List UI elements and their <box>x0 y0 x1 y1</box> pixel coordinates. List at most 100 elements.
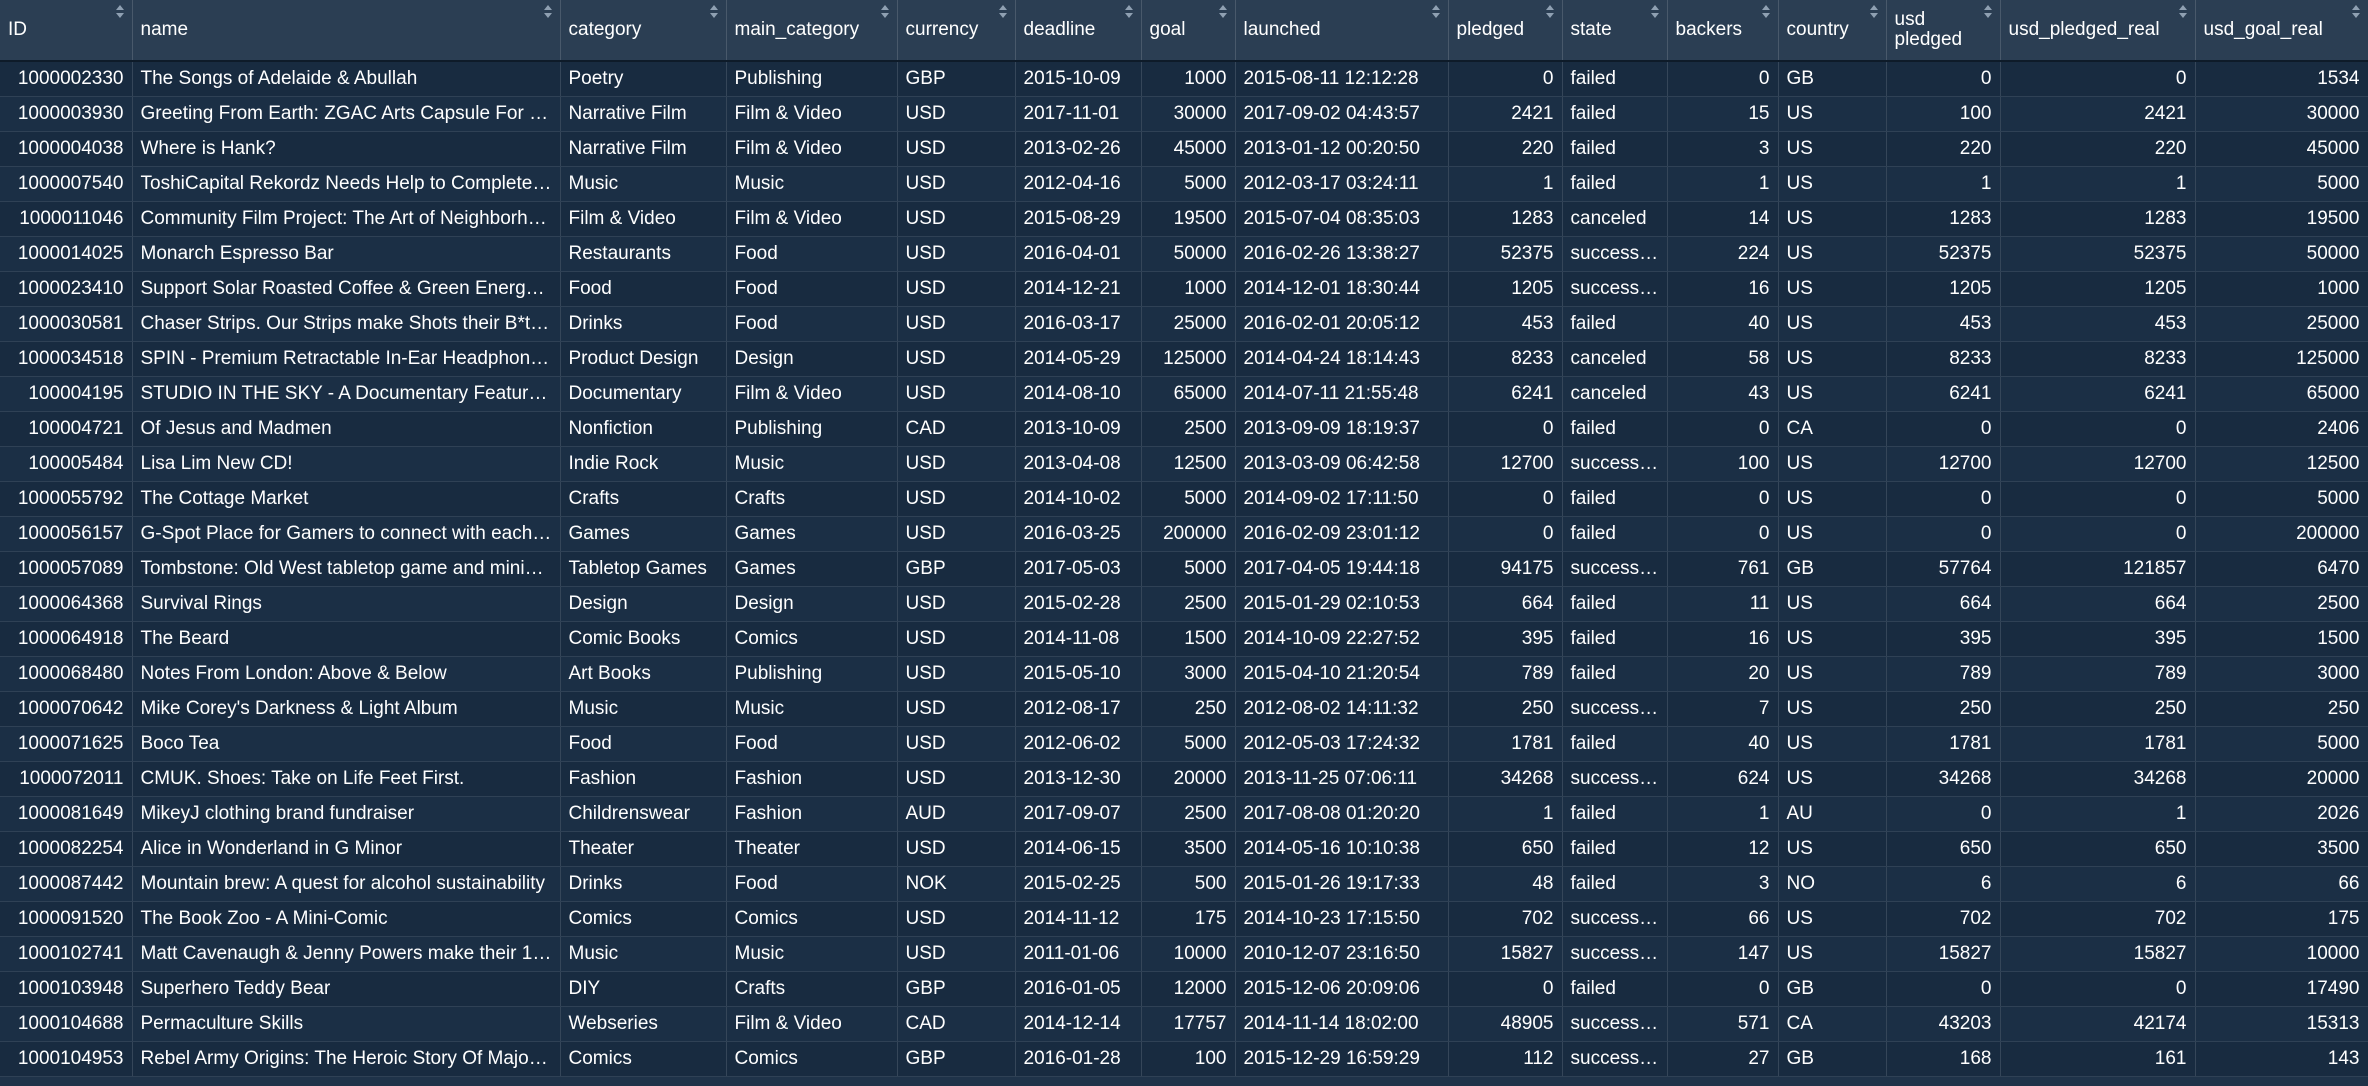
cell-category[interactable]: Comic Books <box>560 621 727 657</box>
cell-goal[interactable]: 2500 <box>1141 796 1236 832</box>
cell-backers[interactable]: 11 <box>1667 586 1779 622</box>
cell-category[interactable]: Drinks <box>560 866 727 902</box>
cell-country[interactable]: GB <box>1778 971 1887 1007</box>
cell-state[interactable]: failed <box>1562 61 1668 97</box>
cell-currency[interactable]: GBP <box>897 1041 1016 1077</box>
cell-launched[interactable]: 2014-07-11 21:55:48 <box>1235 376 1449 412</box>
cell-backers[interactable]: 12 <box>1667 831 1779 867</box>
cell-usd-pledged-real[interactable]: 15827 <box>2000 936 2196 972</box>
cell-usd-pledged-real[interactable]: 0 <box>2000 411 2196 447</box>
cell-usd-goal-real[interactable]: 5000 <box>2195 166 2368 202</box>
cell-category[interactable]: Design <box>560 586 727 622</box>
table-row[interactable]: 100004721 Of Jesus and Madmen Nonfiction Pu… <box>0 411 2368 447</box>
cell-usd-pledged-real[interactable]: 12700 <box>2000 446 2196 482</box>
cell-name[interactable]: Community Film Project: The Art of Neigh… <box>132 201 561 237</box>
cell-launched[interactable]: 2014-11-14 18:02:00 <box>1235 1006 1449 1042</box>
cell-deadline[interactable]: 2013-02-26 <box>1015 131 1142 167</box>
cell-main-category[interactable]: Food <box>726 306 898 342</box>
cell-country[interactable]: US <box>1778 446 1887 482</box>
cell-category[interactable]: Food <box>560 271 727 307</box>
cell-country[interactable]: CA <box>1778 1006 1887 1042</box>
cell-id[interactable]: 100005484 <box>0 446 133 482</box>
cell-deadline[interactable]: 2016-01-05 <box>1015 971 1142 1007</box>
cell-usd-pledged-real[interactable]: 121857 <box>2000 551 2196 587</box>
cell-pledged[interactable]: 8233 <box>1448 341 1563 377</box>
cell-main-category[interactable]: Film & Video <box>726 96 898 132</box>
cell-usd-pledged-real[interactable]: 250 <box>2000 691 2196 727</box>
cell-usd-goal-real[interactable]: 15313 <box>2195 1006 2368 1042</box>
cell-category[interactable]: Narrative Film <box>560 96 727 132</box>
cell-usd-pledged[interactable]: 0 <box>1886 971 2001 1007</box>
cell-currency[interactable]: USD <box>897 621 1016 657</box>
cell-backers[interactable]: 15 <box>1667 96 1779 132</box>
cell-state[interactable]: failed <box>1562 971 1668 1007</box>
cell-main-category[interactable]: Music <box>726 936 898 972</box>
cell-launched[interactable]: 2014-09-02 17:11:50 <box>1235 481 1449 517</box>
cell-category[interactable]: Theater <box>560 831 727 867</box>
cell-main-category[interactable]: Film & Video <box>726 131 898 167</box>
cell-launched[interactable]: 2015-08-11 12:12:28 <box>1235 61 1449 97</box>
cell-deadline[interactable]: 2015-08-29 <box>1015 201 1142 237</box>
table-row[interactable]: 1000064368 Survival Rings Design Design USD 2… <box>0 586 2368 622</box>
cell-usd-goal-real[interactable]: 6470 <box>2195 551 2368 587</box>
cell-main-category[interactable]: Food <box>726 726 898 762</box>
cell-state[interactable]: failed <box>1562 516 1668 552</box>
cell-name[interactable]: Lisa Lim New CD! <box>132 446 561 482</box>
cell-state[interactable]: canceled <box>1562 201 1668 237</box>
cell-launched[interactable]: 2014-10-23 17:15:50 <box>1235 901 1449 937</box>
cell-usd-pledged[interactable]: 0 <box>1886 481 2001 517</box>
cell-usd-goal-real[interactable]: 50000 <box>2195 236 2368 272</box>
cell-category[interactable]: Narrative Film <box>560 131 727 167</box>
cell-category[interactable]: Drinks <box>560 306 727 342</box>
cell-category[interactable]: Indie Rock <box>560 446 727 482</box>
column-header-pledged[interactable]: pledged <box>1448 0 1563 62</box>
cell-launched[interactable]: 2015-04-10 21:20:54 <box>1235 656 1449 692</box>
cell-category[interactable]: DIY <box>560 971 727 1007</box>
cell-id[interactable]: 1000034518 <box>0 341 133 377</box>
cell-category[interactable]: Tabletop Games <box>560 551 727 587</box>
cell-name[interactable]: SPIN - Premium Retractable In-Ear Headph… <box>132 341 561 377</box>
cell-goal[interactable]: 45000 <box>1141 131 1236 167</box>
cell-backers[interactable]: 40 <box>1667 726 1779 762</box>
cell-goal[interactable]: 50000 <box>1141 236 1236 272</box>
cell-country[interactable]: AU <box>1778 796 1887 832</box>
cell-goal[interactable]: 175 <box>1141 901 1236 937</box>
cell-country[interactable]: US <box>1778 621 1887 657</box>
column-header-usd-pledged-real[interactable]: usd_pledged_real <box>2000 0 2196 62</box>
cell-goal[interactable]: 10000 <box>1141 936 1236 972</box>
cell-usd-pledged[interactable]: 1205 <box>1886 271 2001 307</box>
cell-usd-pledged[interactable]: 0 <box>1886 61 2001 97</box>
cell-launched[interactable]: 2014-04-24 18:14:43 <box>1235 341 1449 377</box>
cell-currency[interactable]: USD <box>897 236 1016 272</box>
table-row[interactable]: 1000055792 The Cottage Market Crafts Crafts… <box>0 481 2368 517</box>
cell-main-category[interactable]: Publishing <box>726 411 898 447</box>
cell-pledged[interactable]: 1283 <box>1448 201 1563 237</box>
cell-main-category[interactable]: Comics <box>726 621 898 657</box>
cell-launched[interactable]: 2015-01-29 02:10:53 <box>1235 586 1449 622</box>
cell-currency[interactable]: USD <box>897 516 1016 552</box>
cell-usd-pledged-real[interactable]: 8233 <box>2000 341 2196 377</box>
cell-main-category[interactable]: Fashion <box>726 796 898 832</box>
cell-goal[interactable]: 17757 <box>1141 1006 1236 1042</box>
cell-usd-goal-real[interactable]: 175 <box>2195 901 2368 937</box>
cell-currency[interactable]: USD <box>897 481 1016 517</box>
cell-deadline[interactable]: 2015-02-25 <box>1015 866 1142 902</box>
sort-arrows-icon[interactable] <box>1218 5 1227 18</box>
cell-usd-pledged-real[interactable]: 1205 <box>2000 271 2196 307</box>
cell-launched[interactable]: 2016-02-09 23:01:12 <box>1235 516 1449 552</box>
cell-main-category[interactable]: Publishing <box>726 61 898 97</box>
sort-arrows-icon[interactable] <box>880 5 889 18</box>
column-header-state[interactable]: state <box>1562 0 1668 62</box>
cell-currency[interactable]: USD <box>897 271 1016 307</box>
cell-state[interactable]: successful <box>1562 761 1668 797</box>
cell-country[interactable]: US <box>1778 236 1887 272</box>
cell-id[interactable]: 1000002330 <box>0 61 133 97</box>
cell-deadline[interactable]: 2012-04-16 <box>1015 166 1142 202</box>
cell-category[interactable]: Restaurants <box>560 236 727 272</box>
cell-deadline[interactable]: 2016-03-25 <box>1015 516 1142 552</box>
cell-backers[interactable]: 7 <box>1667 691 1779 727</box>
cell-country[interactable]: US <box>1778 936 1887 972</box>
cell-backers[interactable]: 3 <box>1667 866 1779 902</box>
cell-pledged[interactable]: 220 <box>1448 131 1563 167</box>
cell-launched[interactable]: 2013-03-09 06:42:58 <box>1235 446 1449 482</box>
